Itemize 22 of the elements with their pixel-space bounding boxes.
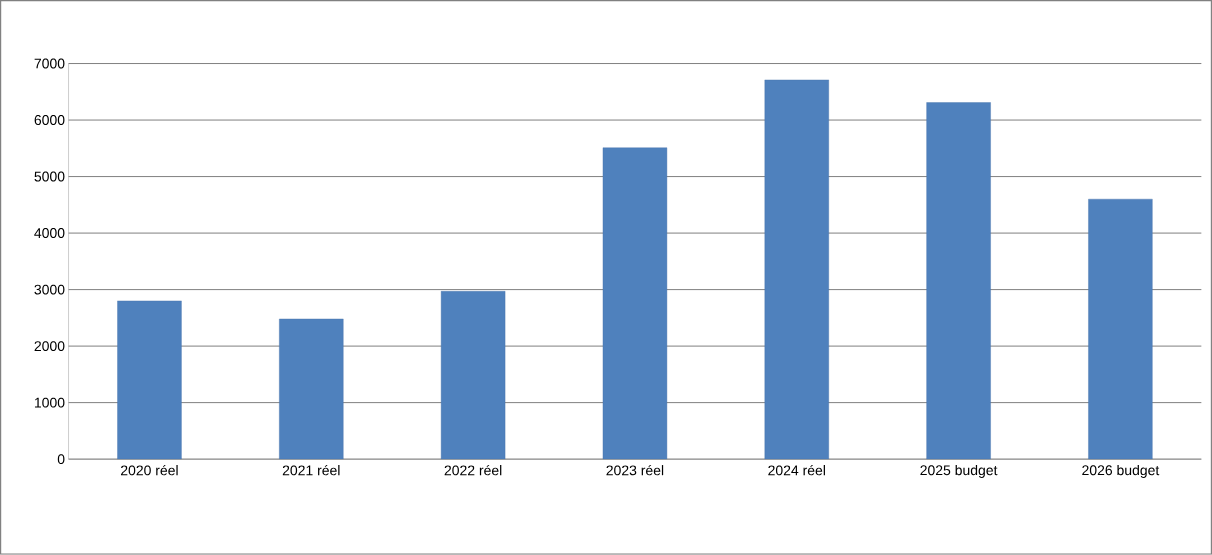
bar	[764, 79, 829, 460]
y-tick-label: 7000	[34, 58, 65, 69]
bar	[926, 102, 991, 460]
x-tick-label: 2022 réel	[444, 465, 502, 476]
y-tick-label: 1000	[34, 397, 65, 408]
x-tick-label: 2024 réel	[768, 465, 825, 476]
y-tick-label: 0	[57, 454, 65, 465]
x-tick-label: 2025 budget	[920, 465, 998, 479]
bar	[602, 147, 668, 460]
y-tick-label: 4000	[34, 228, 65, 239]
x-tick-label: 2020 réel	[121, 465, 178, 476]
bar	[279, 318, 344, 460]
y-tick-label: 5000	[34, 171, 65, 182]
bar	[1088, 199, 1153, 460]
y-tick-label: 3000	[34, 284, 65, 295]
y-tick-label: 2000	[34, 341, 65, 352]
bar	[440, 291, 506, 460]
bar	[117, 300, 182, 460]
x-tick-label: 2026 budget	[1082, 465, 1160, 479]
x-tick-label: 2023 réel	[606, 465, 664, 476]
y-tick-label: 6000	[34, 115, 65, 126]
x-tick-label: 2021 réel	[282, 465, 340, 476]
